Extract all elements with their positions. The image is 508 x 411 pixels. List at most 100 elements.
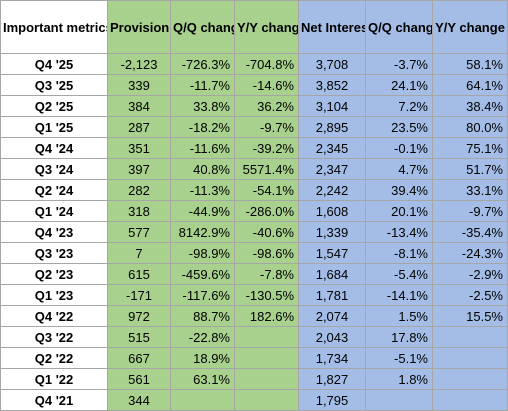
- provision-cell: 339: [107, 74, 171, 96]
- nii-yy-cell: 51.7%: [432, 158, 508, 180]
- table-row: Q2 '22 667 18.9% 1,734 -5.1%: [0, 347, 508, 369]
- nii-yy-cell: [432, 389, 508, 411]
- header-provision-qq: Q/Q change: [170, 0, 235, 54]
- nii-cell: 2,895: [298, 116, 366, 138]
- nii-cell: 1,827: [298, 368, 366, 390]
- nii-yy-cell: 38.4%: [432, 95, 508, 117]
- nii-qq-cell: [365, 389, 433, 411]
- nii-yy-cell: -2.9%: [432, 263, 508, 285]
- table-row: Q3 '22 515 -22.8% 2,043 17.8%: [0, 326, 508, 348]
- provision-yy-cell: -98.6%: [234, 242, 299, 264]
- provision-cell: 344: [107, 389, 171, 411]
- provision-qq-cell: 18.9%: [170, 347, 235, 369]
- table-row: Q1 '23 -171 -117.6% -130.5% 1,781 -14.1% -2.5%: [0, 284, 508, 306]
- nii-cell: 3,708: [298, 53, 366, 75]
- quarter-cell: Q4 '21: [0, 389, 108, 411]
- nii-qq-cell: -0.1%: [365, 137, 433, 159]
- nii-yy-cell: 58.1%: [432, 53, 508, 75]
- nii-yy-cell: -35.4%: [432, 221, 508, 243]
- provision-qq-cell: 33.8%: [170, 95, 235, 117]
- provision-yy-cell: -9.7%: [234, 116, 299, 138]
- provision-qq-cell: -459.6%: [170, 263, 235, 285]
- provision-yy-cell: [234, 347, 299, 369]
- provision-yy-cell: -130.5%: [234, 284, 299, 306]
- nii-qq-cell: 24.1%: [365, 74, 433, 96]
- nii-qq-cell: -5.4%: [365, 263, 433, 285]
- provision-yy-cell: [234, 368, 299, 390]
- provision-cell: 561: [107, 368, 171, 390]
- provision-yy-cell: -40.6%: [234, 221, 299, 243]
- nii-cell: 1,734: [298, 347, 366, 369]
- provision-yy-cell: -704.8%: [234, 53, 299, 75]
- provision-yy-cell: 36.2%: [234, 95, 299, 117]
- provision-qq-cell: [170, 389, 235, 411]
- table-row: Q2 '24 282 -11.3% -54.1% 2,242 39.4% 33.1%: [0, 179, 508, 201]
- provision-yy-cell: 5571.4%: [234, 158, 299, 180]
- quarter-cell: Q2 '22: [0, 347, 108, 369]
- table-row: Q4 '23 577 8142.9% -40.6% 1,339 -13.4% -35.4%: [0, 221, 508, 243]
- provision-cell: 577: [107, 221, 171, 243]
- provision-cell: 615: [107, 263, 171, 285]
- provision-qq-cell: -117.6%: [170, 284, 235, 306]
- provision-qq-cell: -22.8%: [170, 326, 235, 348]
- nii-cell: 1,781: [298, 284, 366, 306]
- nii-cell: 3,104: [298, 95, 366, 117]
- table-row: Q4 '25 -2,123 -726.3% -704.8% 3,708 -3.7% 58.1…: [0, 53, 508, 75]
- table-row: Q1 '22 561 63.1% 1,827 1.8%: [0, 368, 508, 390]
- nii-qq-cell: 17.8%: [365, 326, 433, 348]
- table-row: Q3 '24 397 40.8% 5571.4% 2,347 4.7% 51.7%: [0, 158, 508, 180]
- nii-qq-cell: 20.1%: [365, 200, 433, 222]
- nii-yy-cell: -9.7%: [432, 200, 508, 222]
- provision-qq-cell: -11.7%: [170, 74, 235, 96]
- header-provision: Provision for credit losses: [107, 0, 171, 54]
- provision-qq-cell: -98.9%: [170, 242, 235, 264]
- nii-qq-cell: 7.2%: [365, 95, 433, 117]
- provision-qq-cell: -44.9%: [170, 200, 235, 222]
- quarter-cell: Q3 '25: [0, 74, 108, 96]
- provision-cell: 282: [107, 179, 171, 201]
- quarter-cell: Q4 '25: [0, 53, 108, 75]
- quarter-cell: Q3 '23: [0, 242, 108, 264]
- nii-qq-cell: 1.8%: [365, 368, 433, 390]
- provision-cell: 351: [107, 137, 171, 159]
- nii-yy-cell: 75.1%: [432, 137, 508, 159]
- nii-yy-cell: 80.0%: [432, 116, 508, 138]
- provision-cell: 287: [107, 116, 171, 138]
- provision-yy-cell: [234, 326, 299, 348]
- table-row: Q4 '24 351 -11.6% -39.2% 2,345 -0.1% 75.1%: [0, 137, 508, 159]
- provision-qq-cell: 63.1%: [170, 368, 235, 390]
- table-row: Q1 '24 318 -44.9% -286.0% 1,608 20.1% -9.7%: [0, 200, 508, 222]
- table-row: Q3 '23 7 -98.9% -98.6% 1,547 -8.1% -24.3%: [0, 242, 508, 264]
- nii-cell: 2,345: [298, 137, 366, 159]
- provision-qq-cell: 40.8%: [170, 158, 235, 180]
- header-nii-qq: Q/Q change: [365, 0, 433, 54]
- nii-yy-cell: 64.1%: [432, 74, 508, 96]
- nii-qq-cell: -5.1%: [365, 347, 433, 369]
- table-row: Q1 '25 287 -18.2% -9.7% 2,895 23.5% 80.0%: [0, 116, 508, 138]
- nii-cell: 3,852: [298, 74, 366, 96]
- provision-qq-cell: 8142.9%: [170, 221, 235, 243]
- provision-yy-cell: -39.2%: [234, 137, 299, 159]
- table-row: Q4 '22 972 88.7% 182.6% 2,074 1.5% 15.5%: [0, 305, 508, 327]
- provision-yy-cell: [234, 389, 299, 411]
- provision-cell: -2,123: [107, 53, 171, 75]
- quarter-cell: Q4 '24: [0, 137, 108, 159]
- quarter-cell: Q4 '23: [0, 221, 108, 243]
- quarter-cell: Q2 '23: [0, 263, 108, 285]
- provision-qq-cell: 88.7%: [170, 305, 235, 327]
- nii-qq-cell: -8.1%: [365, 242, 433, 264]
- quarter-cell: Q1 '23: [0, 284, 108, 306]
- header-provision-yy: Y/Y change: [234, 0, 299, 54]
- nii-yy-cell: 33.1%: [432, 179, 508, 201]
- nii-cell: 1,339: [298, 221, 366, 243]
- nii-qq-cell: 4.7%: [365, 158, 433, 180]
- provision-yy-cell: 182.6%: [234, 305, 299, 327]
- provision-yy-cell: -7.8%: [234, 263, 299, 285]
- nii-qq-cell: 23.5%: [365, 116, 433, 138]
- nii-qq-cell: -13.4%: [365, 221, 433, 243]
- nii-qq-cell: 1.5%: [365, 305, 433, 327]
- provision-qq-cell: -726.3%: [170, 53, 235, 75]
- nii-qq-cell: -14.1%: [365, 284, 433, 306]
- header-nii: Net Interest Income: [298, 0, 366, 54]
- nii-cell: 1,684: [298, 263, 366, 285]
